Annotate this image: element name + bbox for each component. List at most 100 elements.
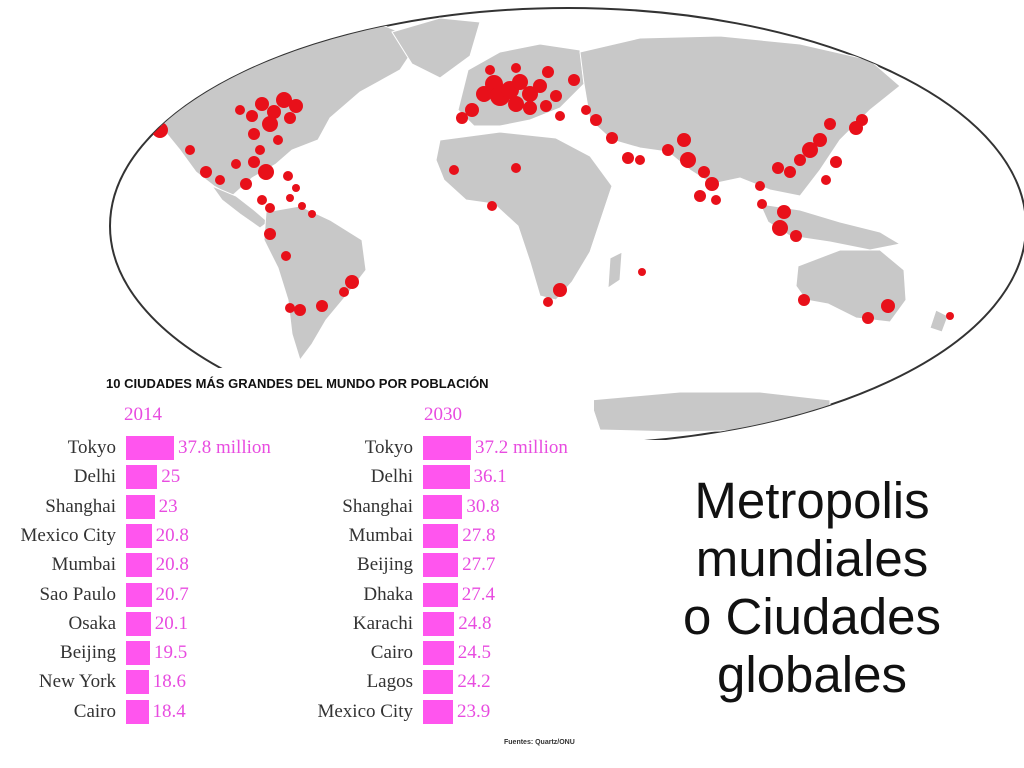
city-dot xyxy=(522,86,538,102)
city-dot xyxy=(246,110,258,122)
value-label: 24.8 xyxy=(458,612,492,634)
city-dot xyxy=(508,96,524,112)
city-dot xyxy=(339,287,349,297)
city-dot xyxy=(285,303,295,313)
city-dot xyxy=(790,230,802,242)
city-dot xyxy=(298,202,306,210)
bar xyxy=(423,641,454,666)
value-label: 27.8 xyxy=(462,524,496,546)
city-label: Tokyo xyxy=(364,437,413,458)
city-dot xyxy=(284,112,296,124)
city-dot xyxy=(590,114,602,126)
city-dot xyxy=(821,175,831,185)
city-dot xyxy=(802,142,818,158)
value-label: 24.2 xyxy=(457,671,491,693)
city-label: Shanghai xyxy=(342,495,413,517)
city-dot xyxy=(258,164,274,180)
city-label: Beijing xyxy=(60,642,116,664)
city-dot xyxy=(485,65,495,75)
city-dot xyxy=(523,101,537,115)
city-dot xyxy=(757,199,767,209)
city-dot xyxy=(622,152,634,164)
city-dot xyxy=(345,275,359,289)
slide-title-line-4: globales xyxy=(717,646,907,703)
city-dot xyxy=(550,90,562,102)
greenland-landmass xyxy=(391,17,481,79)
city-dot xyxy=(755,181,765,191)
slide-title: Metropolis mundiales o Ciudades globales xyxy=(624,472,1000,704)
city-dot xyxy=(265,203,275,213)
city-dot xyxy=(830,156,842,168)
city-dot xyxy=(267,105,281,119)
city-dot xyxy=(606,132,618,144)
city-label: Mexico City xyxy=(317,700,413,722)
bar xyxy=(126,523,152,548)
city-dot xyxy=(276,92,292,108)
city-label: Delhi xyxy=(73,466,116,488)
year-label-2030: 2030 xyxy=(424,404,462,425)
world-map xyxy=(109,7,1024,440)
value-label: 20.8 xyxy=(155,524,189,546)
value-label: 18.4 xyxy=(152,700,186,722)
city-dot xyxy=(264,228,276,240)
value-label: 30.8 xyxy=(466,495,500,517)
bar xyxy=(423,611,455,636)
city-label: Cairo xyxy=(73,700,116,722)
city-dot xyxy=(248,156,260,168)
new-zealand-landmass xyxy=(929,309,949,333)
city-dot xyxy=(784,166,796,178)
city-dot xyxy=(698,166,710,178)
city-dot xyxy=(281,251,291,261)
year-label-2014: 2014 xyxy=(124,404,162,425)
value-label: 20.1 xyxy=(154,612,188,634)
city-dot xyxy=(235,105,245,115)
south-america-landmass xyxy=(263,205,367,362)
city-label: Lagos xyxy=(366,671,413,693)
city-dot xyxy=(638,268,646,276)
city-dot xyxy=(172,90,184,102)
bar xyxy=(126,699,149,724)
value-label: 27.4 xyxy=(461,583,495,605)
bar xyxy=(423,494,463,519)
value-label: 19.5 xyxy=(153,642,188,664)
city-dot xyxy=(449,165,459,175)
city-dot xyxy=(316,300,328,312)
value-label: 37.8 million xyxy=(178,437,271,458)
africa-landmass xyxy=(435,131,613,301)
city-dot xyxy=(289,99,303,113)
city-dot xyxy=(635,155,645,165)
city-dot xyxy=(680,152,696,168)
bar xyxy=(423,553,459,578)
value-label: 23 xyxy=(158,495,178,517)
city-dot xyxy=(294,304,306,316)
city-label: Beijing xyxy=(357,554,413,576)
value-label: 24.5 xyxy=(457,642,492,664)
city-dot xyxy=(813,133,827,147)
city-label: Mexico City xyxy=(20,524,116,546)
city-dot xyxy=(292,184,300,192)
city-dot xyxy=(581,105,591,115)
city-label: Tokyo xyxy=(67,437,116,458)
city-label: New York xyxy=(38,671,116,693)
city-dot xyxy=(777,205,791,219)
city-dot xyxy=(677,133,691,147)
city-label: Osaka xyxy=(68,612,116,634)
value-label: 36.1 xyxy=(473,466,507,488)
slide-title-line-1: Metropolis xyxy=(694,472,930,529)
city-label: Karachi xyxy=(352,612,413,634)
city-label: Mumbai xyxy=(51,554,116,576)
value-label: 18.6 xyxy=(152,671,187,693)
city-dot xyxy=(231,159,241,169)
city-dot xyxy=(511,63,521,73)
city-dot xyxy=(286,194,294,202)
city-dot xyxy=(215,175,225,185)
bar xyxy=(126,641,150,666)
city-dot xyxy=(772,162,784,174)
city-dot xyxy=(283,171,293,181)
city-label: Cairo xyxy=(370,642,413,664)
bar xyxy=(423,670,454,695)
city-dot xyxy=(487,201,497,211)
city-dot xyxy=(456,112,468,124)
city-label: Shanghai xyxy=(45,495,116,517)
value-label: 20.8 xyxy=(155,554,189,576)
